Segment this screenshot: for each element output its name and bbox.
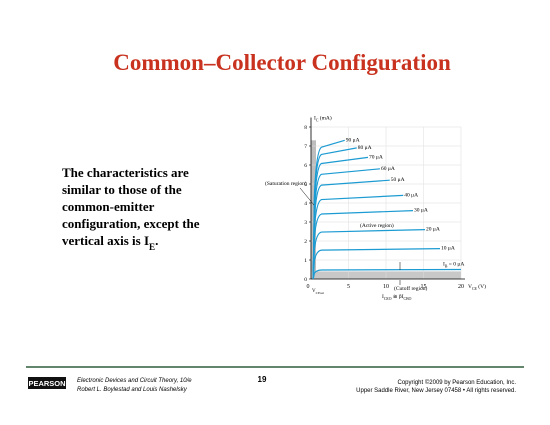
y-tick-label: 6: [304, 163, 307, 169]
axis-label: ICEO ≅ βICBO: [382, 294, 412, 301]
footer-authors: Robert L. Boylestad and Louis Nashelsky: [77, 387, 188, 393]
region-label: (Active region): [360, 222, 394, 229]
slide-title: Common–Collector Configuration: [113, 50, 451, 75]
ic-curve: [312, 179, 390, 280]
body-line-part: .: [155, 233, 158, 248]
axis-label-part: I: [382, 294, 384, 300]
axis-label: VCEsat: [312, 289, 324, 295]
axis-label-part: CBO: [404, 297, 412, 301]
ic-curve: [312, 248, 441, 280]
x-tick-label: 5: [347, 284, 350, 290]
region-label: (Cutoff region): [394, 285, 428, 292]
curve-label-part: I: [443, 262, 445, 268]
curve-label: 80 μA: [358, 145, 372, 151]
ic-curve: [312, 210, 414, 280]
ic-curve: [312, 156, 369, 280]
footer-copyright: Copyright ©2009 by Pearson Education, In…: [398, 379, 517, 386]
footer-address: Upper Saddle River, New Jersey 07458 • A…: [356, 388, 516, 394]
curve-label: 30 μA: [414, 208, 428, 214]
x-tick-label: 20: [458, 284, 464, 290]
curve-label: 90 μA: [346, 137, 360, 143]
axis-label-part: (mA): [318, 115, 331, 122]
curve-label: 70 μA: [369, 154, 383, 160]
curve-label: IB = 0 μA: [443, 262, 464, 269]
logo: PEARSON: [28, 379, 65, 388]
axis-label-part: CEsat: [316, 291, 324, 295]
curve-label-part: = 0 μA: [447, 262, 464, 268]
page-number: 19: [258, 375, 267, 384]
curve-label: 10 μA: [441, 246, 455, 252]
body-line: configuration, except the: [62, 216, 200, 231]
y-tick-label: 7: [304, 144, 307, 150]
curve-label: 60 μA: [381, 166, 395, 172]
body-line: similar to those of the: [62, 182, 182, 197]
ic-curve: [312, 194, 404, 280]
axis-label: IC (mA): [314, 115, 332, 123]
y-tick-label: 8: [304, 125, 307, 131]
y-tick-label: 4: [304, 201, 307, 207]
y-tick-label: 2: [304, 239, 307, 245]
axis-label-part: CEO: [384, 297, 392, 301]
y-tick-label: 0: [304, 277, 307, 283]
axis-label: VCE (V): [468, 283, 486, 291]
x-tick-label: 0: [307, 284, 310, 290]
axis-label-part: CE: [472, 287, 478, 291]
body-text: The characteristics are similar to those …: [62, 165, 200, 252]
y-tick-label: 1: [304, 258, 307, 264]
x-tick-label: 10: [383, 284, 389, 290]
body-line: common-emitter: [62, 199, 155, 214]
body-line-part: vertical axis is I: [62, 233, 149, 248]
logo-box: [28, 377, 66, 389]
leader: [299, 187, 315, 206]
body-line: The characteristics are: [62, 165, 189, 180]
curve-label: 20 μA: [426, 227, 440, 233]
body-line-part: E: [149, 242, 155, 252]
curve-label: 50 μA: [391, 177, 405, 183]
y-tick-label: 3: [304, 220, 307, 226]
axis-label-part: V: [468, 284, 472, 290]
x-tick-label: 15: [421, 284, 427, 290]
axis-label-part: ≅ βI: [392, 294, 404, 300]
ic-curve: [312, 229, 426, 280]
figure: 0 1 2 3 4 5 6 7 8 0 5 10 15 20 90 μA 80 μA 70 μA 60 μA 50 …: [265, 115, 486, 302]
axis-label-part: C: [316, 119, 319, 123]
axis-label-part: I: [314, 116, 316, 122]
axis-label-part: V: [312, 289, 316, 294]
ic-curve: [312, 268, 462, 280]
region-label: (Saturation region): [265, 180, 307, 187]
saturation-shade: [311, 140, 316, 279]
curve-label: 40 μA: [404, 192, 418, 198]
body-line: vertical axis is IE.: [62, 233, 158, 252]
footer-book: Electronic Devices and Circuit Theory, 1…: [77, 378, 192, 384]
y-tick-label: 5: [304, 182, 307, 188]
curve-label-part: B: [445, 265, 448, 269]
axis-label-part: (V): [477, 283, 486, 290]
